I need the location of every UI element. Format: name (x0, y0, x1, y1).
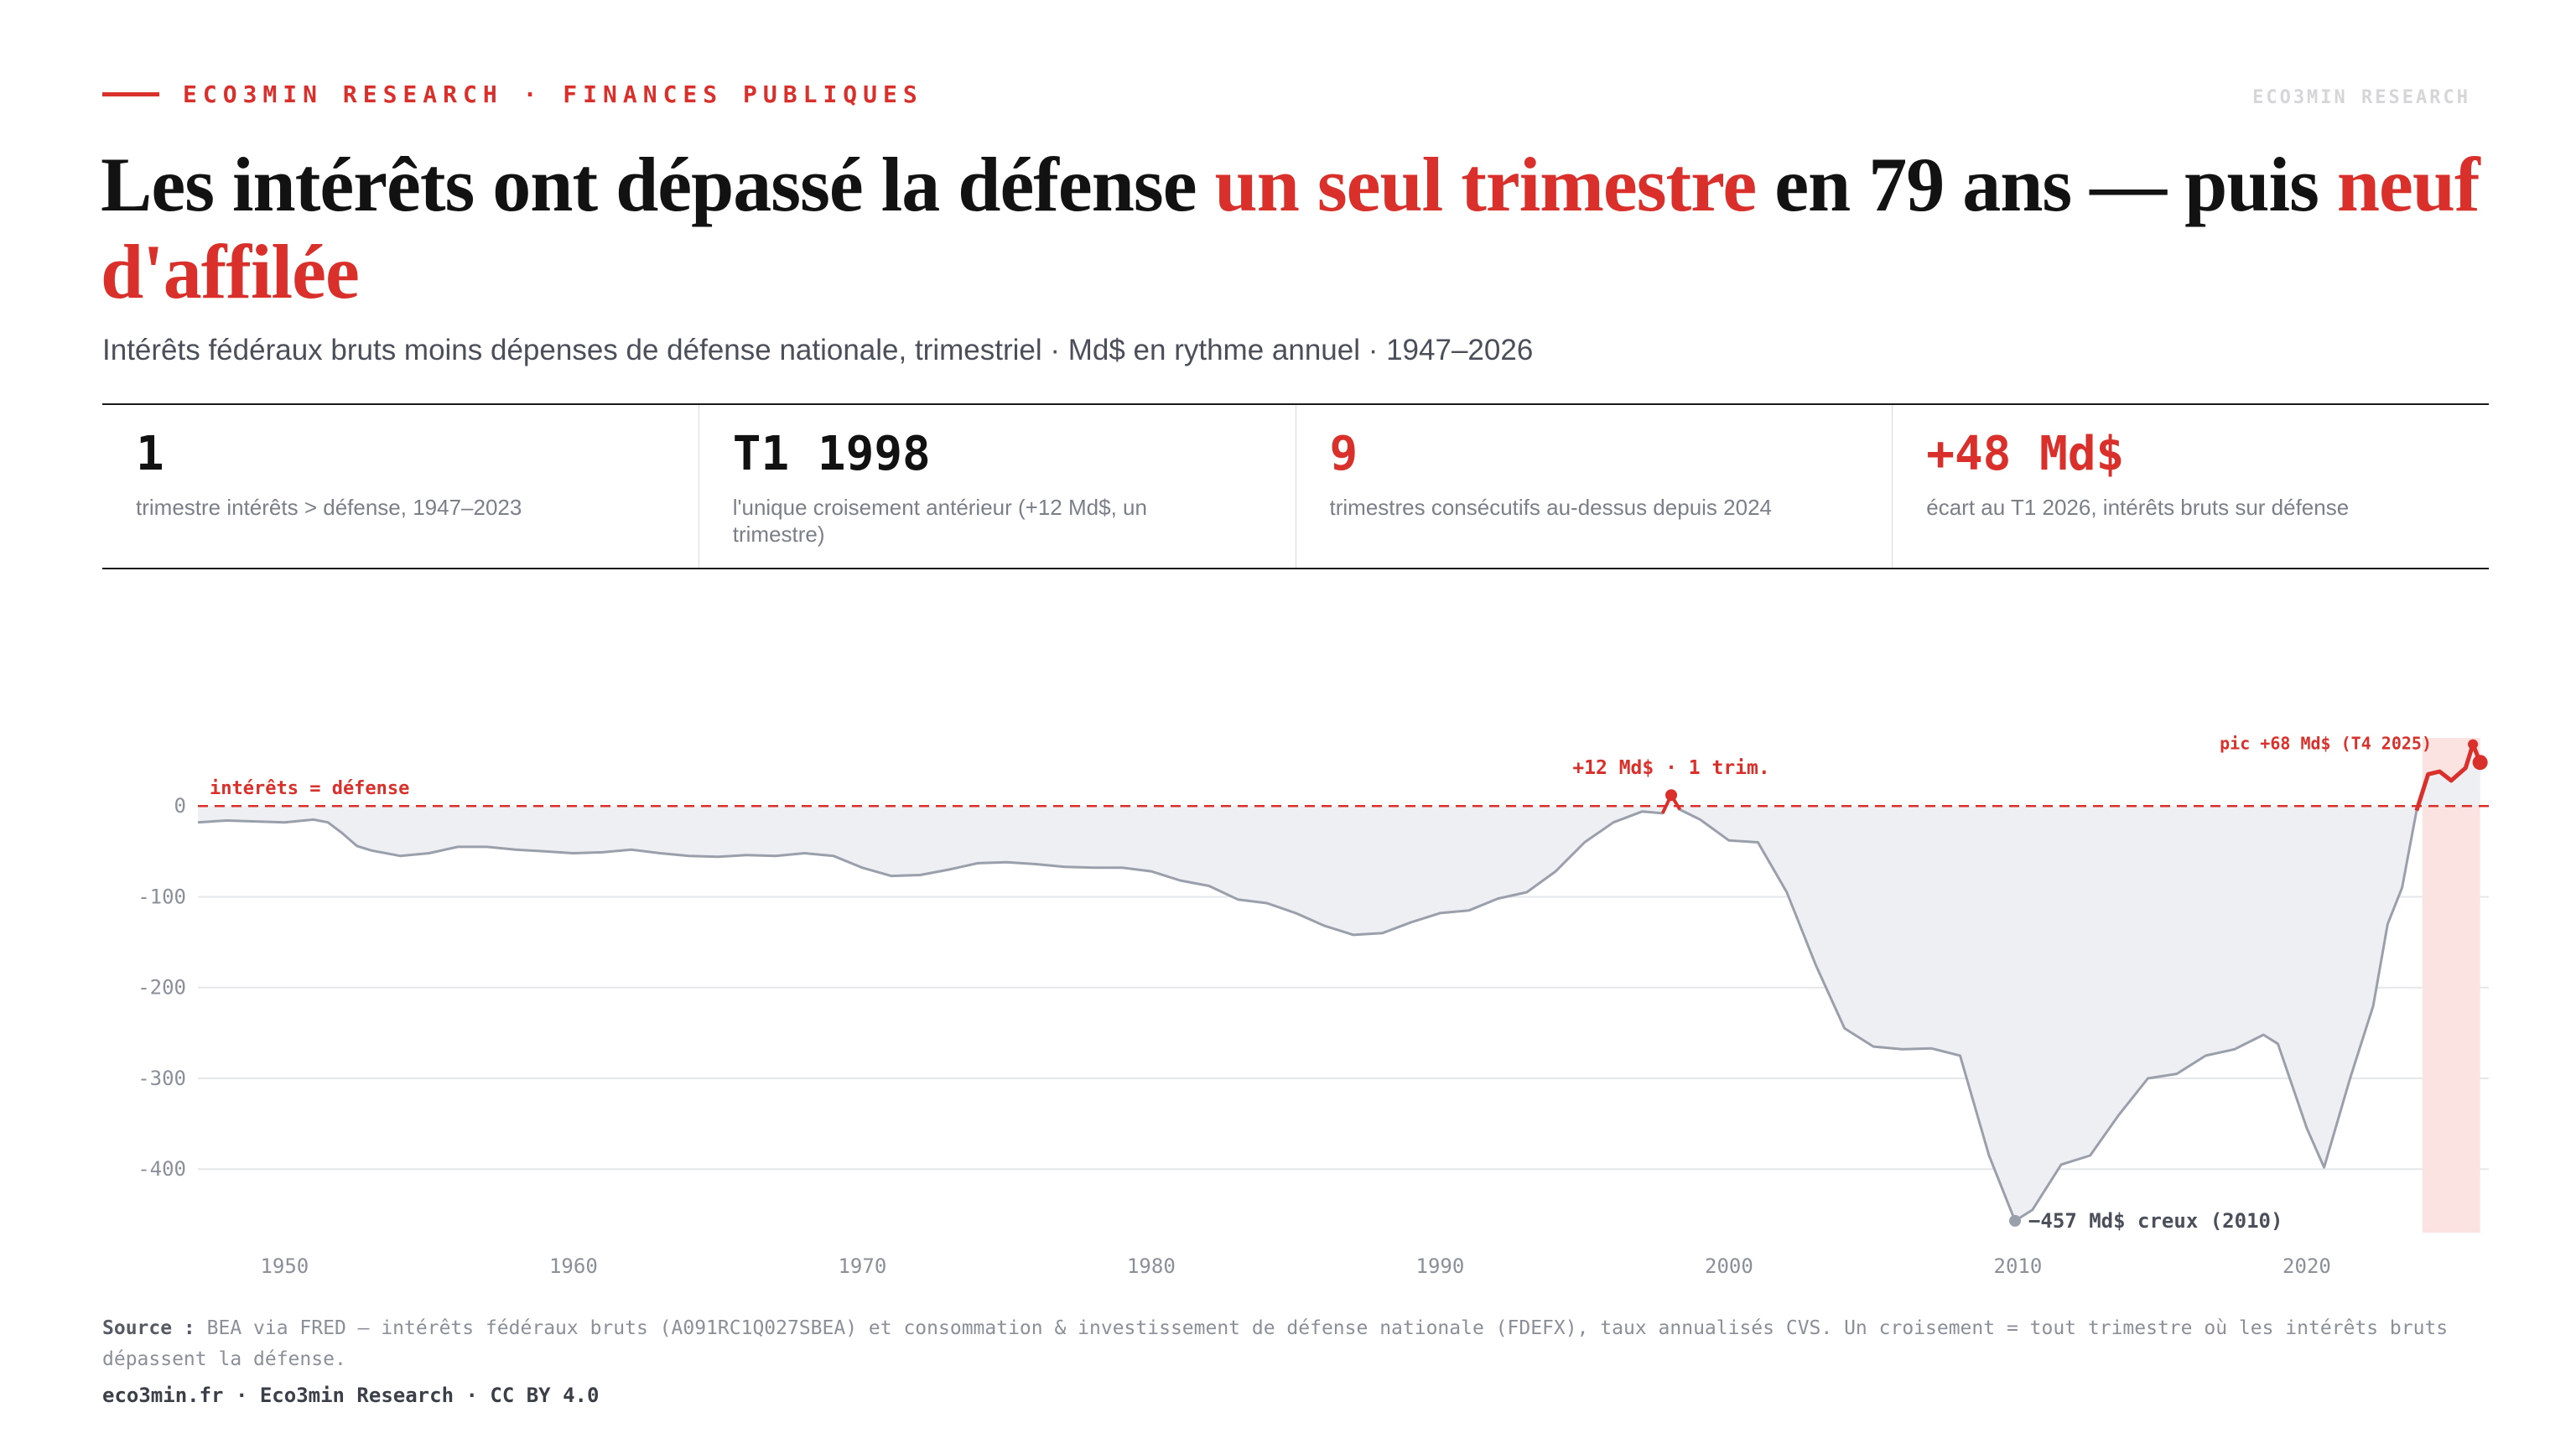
kicker-text: ECO3MIN RESEARCH · FINANCES PUBLIQUES (183, 80, 923, 108)
kpi-label: trimestres consécutifs au-dessus depuis … (1329, 495, 1773, 520)
x-tick-label: 1960 (549, 1254, 598, 1278)
kicker-accent-line (102, 92, 159, 96)
kpi-strip: 1 trimestre intérêts > défense, 1947–202… (102, 403, 2489, 569)
y-tick-label: -300 (138, 1067, 186, 1090)
peak-label: pic +68 Md$ (T4 2025) (2220, 734, 2432, 754)
y-tick-label: -100 (138, 885, 186, 908)
series-line (197, 793, 2418, 1223)
page-title: Les intérêts ont dépassé la défense un s… (101, 141, 2482, 315)
reference-line-label: intérêts = défense (210, 778, 409, 799)
kpi-label: trimestre intérêts > défense, 1947–2023 (136, 495, 522, 520)
trough-label: −457 Md$ creux (2010) (2028, 1209, 2283, 1233)
x-tick-label: 2020 (2283, 1254, 2331, 1278)
title-highlight-2: neuf d'affilée (101, 142, 2480, 314)
trough-marker (2008, 1214, 2021, 1227)
x-tick-label: 1990 (1416, 1254, 1465, 1278)
kpi-value: 9 (1329, 427, 1358, 481)
footer-credit: eco3min.fr · Eco3min Research · CC BY 4.… (102, 1384, 600, 1407)
title-part-1: Les intérêts ont dépassé la défense (101, 142, 1215, 227)
y-tick-label: -400 (138, 1157, 186, 1181)
x-tick-label: 1970 (838, 1254, 886, 1278)
kpi-card: +48 Md$ écart au T1 2026, intérêts bruts… (1892, 405, 2489, 568)
source-text: BEA via FRED — intérêts fédéraux bruts (… (102, 1317, 2449, 1370)
crossing-1998-label: +12 Md$ · 1 trim. (1572, 757, 1769, 779)
x-tick-label: 1950 (260, 1254, 309, 1278)
title-highlight-1: un seul trimestre (1214, 142, 1758, 227)
kpi-value: +48 Md$ (1926, 427, 2125, 481)
brand-watermark: ECO3MIN RESEARCH (2252, 87, 2470, 108)
peak-marker (2468, 739, 2479, 750)
kicker: ECO3MIN RESEARCH · FINANCES PUBLIQUES (102, 80, 923, 108)
kpi-value: T1 1998 (732, 427, 931, 481)
kpi-card: 1 trimestre intérêts > défense, 1947–202… (102, 405, 699, 568)
kpi-card: 9 trimestres consécutifs au-dessus depui… (1295, 405, 1893, 568)
subtitle: Intérêts fédéraux bruts moins dépenses d… (102, 334, 1534, 366)
source-note: Source : BEA via FRED — intérêts fédérau… (102, 1313, 2484, 1375)
y-tick-label: 0 (174, 794, 186, 818)
kpi-label: l'unique croisement antérieur (+12 Md$, … (732, 495, 1147, 547)
latest-value-marker (2472, 755, 2488, 771)
highlight-band (2422, 738, 2480, 1233)
crossing-1998-marker (1665, 789, 1678, 802)
title-part-2: en 79 ans — puis (1756, 142, 2337, 227)
y-tick-label: -200 (138, 976, 186, 1000)
x-tick-label: 1980 (1127, 1254, 1176, 1278)
area-fill (198, 744, 2480, 1221)
kpi-value: 1 (136, 427, 164, 481)
kpi-card: T1 1998 l'unique croisement antérieur (+… (698, 405, 1296, 568)
kpi-label: écart au T1 2026, intérêts bruts sur déf… (1926, 495, 2350, 520)
chart-area: 0 -100 -200 -300 -400 intérêts = défense 1950 1… (138, 730, 2489, 1278)
source-label: Source : (102, 1317, 195, 1339)
x-tick-label: 2000 (1705, 1254, 1753, 1278)
x-tick-label: 2010 (1994, 1254, 2043, 1278)
